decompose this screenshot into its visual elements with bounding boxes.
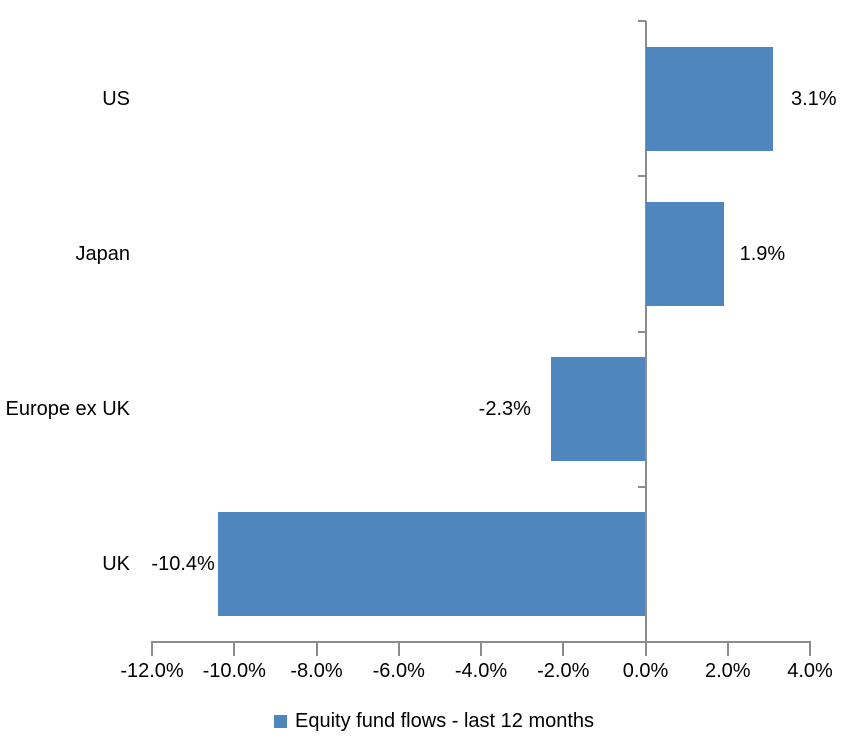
x-axis-tick-label: -10.0% bbox=[202, 660, 266, 682]
bar bbox=[217, 512, 646, 617]
legend-series-swatch-icon bbox=[274, 714, 287, 728]
x-axis-tick-label: -4.0% bbox=[454, 660, 508, 682]
category-label: US bbox=[102, 87, 130, 110]
category-axis-tick bbox=[637, 330, 646, 333]
x-axis-tick-label: 0.0% bbox=[622, 660, 669, 682]
x-axis-tick bbox=[644, 642, 647, 656]
x-axis-tick-label: -12.0% bbox=[120, 660, 184, 682]
value-label: 1.9% bbox=[739, 242, 786, 265]
x-axis-tick bbox=[480, 642, 482, 656]
x-axis-tick-label: 2.0% bbox=[704, 660, 751, 682]
x-axis-tick-label: -2.0% bbox=[537, 660, 590, 682]
x-axis-tick bbox=[726, 642, 729, 656]
bar bbox=[550, 357, 646, 462]
value-label: 3.1% bbox=[790, 87, 837, 110]
x-axis-tick-label: -6.0% bbox=[372, 660, 425, 682]
x-axis-tick bbox=[233, 642, 236, 656]
category-axis-tick bbox=[637, 175, 646, 178]
x-axis-tick bbox=[562, 642, 565, 656]
value-label: -2.3% bbox=[478, 398, 531, 421]
bar bbox=[645, 201, 724, 306]
x-axis-tick-label: 4.0% bbox=[787, 660, 833, 682]
legend-series-label: Equity fund flows - last 12 months bbox=[295, 710, 595, 732]
value-label: -10.4% bbox=[151, 553, 215, 576]
zero-axis-line bbox=[644, 21, 647, 656]
chart-legend: Equity fund flows - last 12 months bbox=[274, 709, 594, 733]
category-axis-tick bbox=[637, 20, 646, 22]
category-axis-tick bbox=[637, 485, 646, 488]
category-label: UK bbox=[102, 553, 130, 576]
bar bbox=[645, 46, 773, 151]
x-axis-tick bbox=[809, 642, 811, 656]
x-axis-tick bbox=[315, 642, 318, 656]
category-label: Europe ex UK bbox=[5, 398, 130, 421]
x-axis-tick bbox=[397, 642, 400, 656]
x-axis-tick bbox=[151, 642, 153, 656]
x-axis-tick-label: -8.0% bbox=[290, 660, 343, 682]
category-label: Japan bbox=[75, 242, 131, 265]
